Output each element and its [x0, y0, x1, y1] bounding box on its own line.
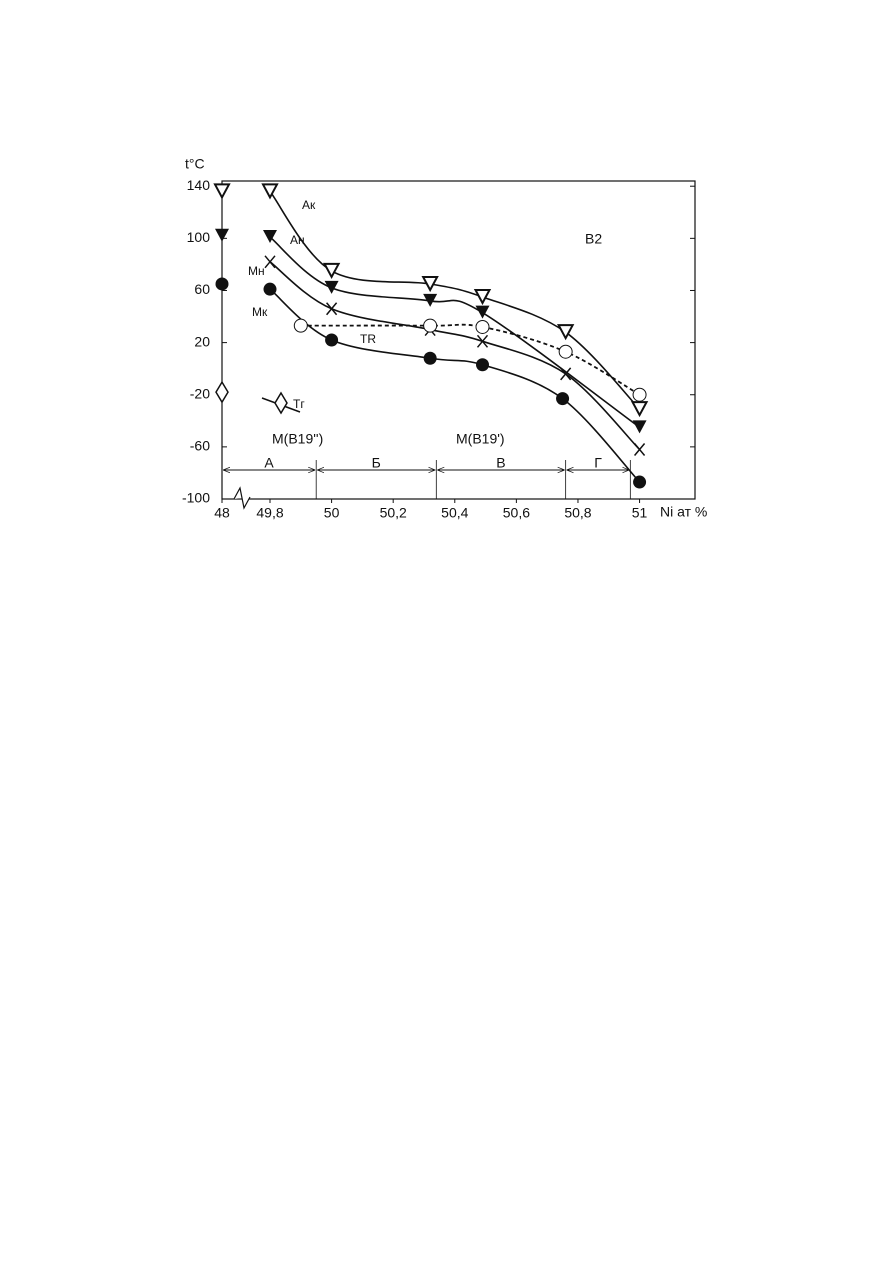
marker	[475, 319, 490, 334]
series-label: Tг	[293, 397, 305, 411]
marker	[473, 288, 492, 306]
marker	[293, 318, 308, 333]
y-tick-label: -60	[190, 438, 210, 454]
marker	[215, 380, 229, 404]
y-tick-label: 100	[187, 229, 211, 245]
marker	[556, 392, 570, 406]
marker	[325, 333, 339, 347]
series-label: Aн	[290, 233, 305, 247]
region-label: Г	[594, 455, 602, 471]
marker	[633, 475, 647, 489]
plot-frame	[221, 180, 696, 500]
marker	[633, 442, 646, 456]
series-line	[269, 190, 641, 410]
region-label: Б	[372, 455, 381, 471]
marker	[475, 305, 490, 319]
marker	[632, 420, 647, 434]
series-line	[269, 236, 641, 428]
series-line	[269, 288, 641, 483]
region-label: В	[496, 455, 505, 471]
marker	[322, 262, 341, 280]
x-tick-label: 50,8	[564, 505, 591, 521]
marker	[263, 230, 277, 244]
marker	[215, 228, 229, 242]
x-tick-label: 50	[324, 505, 340, 521]
phase-label: B2	[585, 231, 602, 247]
phase-label: M(B19')	[456, 431, 505, 447]
series-line	[300, 323, 641, 396]
marker	[326, 302, 338, 316]
marker	[324, 280, 339, 294]
series-label: Aк	[302, 198, 316, 212]
marker	[264, 255, 276, 269]
axis-break	[233, 486, 251, 510]
y-tick-label: 20	[194, 333, 210, 349]
x-tick-label: 48	[214, 505, 230, 521]
x-tick-label: 51	[632, 505, 648, 521]
y-tick-label: -100	[182, 490, 210, 506]
series-line	[269, 261, 641, 451]
legend-symbol	[274, 391, 288, 415]
marker	[213, 183, 231, 200]
marker	[558, 344, 573, 359]
marker	[632, 387, 647, 402]
marker	[476, 334, 489, 348]
marker	[560, 367, 572, 381]
marker	[476, 358, 489, 372]
marker	[261, 183, 279, 200]
marker	[263, 282, 277, 296]
series-label: TR	[360, 332, 376, 346]
phase-label: M(B19'')	[272, 431, 323, 447]
region-label: А	[264, 455, 274, 471]
marker	[423, 293, 438, 307]
y-axis-label: t°C	[185, 156, 205, 172]
y-tick-label: 60	[194, 281, 210, 297]
x-tick-label: 50,4	[441, 505, 468, 521]
y-tick-label: 140	[187, 177, 211, 193]
x-tick-label: 50,2	[380, 505, 407, 521]
x-tick-label: 49,8	[256, 505, 283, 521]
marker	[423, 318, 438, 333]
marker	[421, 275, 439, 293]
x-tick-label: 50,6	[503, 505, 530, 521]
y-tick-label: -20	[190, 385, 210, 401]
series-label: Mн	[248, 264, 265, 278]
marker	[630, 401, 649, 418]
marker	[215, 277, 229, 291]
series-label: Mк	[252, 305, 268, 319]
marker	[423, 351, 437, 365]
marker	[556, 324, 575, 341]
x-axis-label: Ni ат %	[660, 504, 707, 520]
